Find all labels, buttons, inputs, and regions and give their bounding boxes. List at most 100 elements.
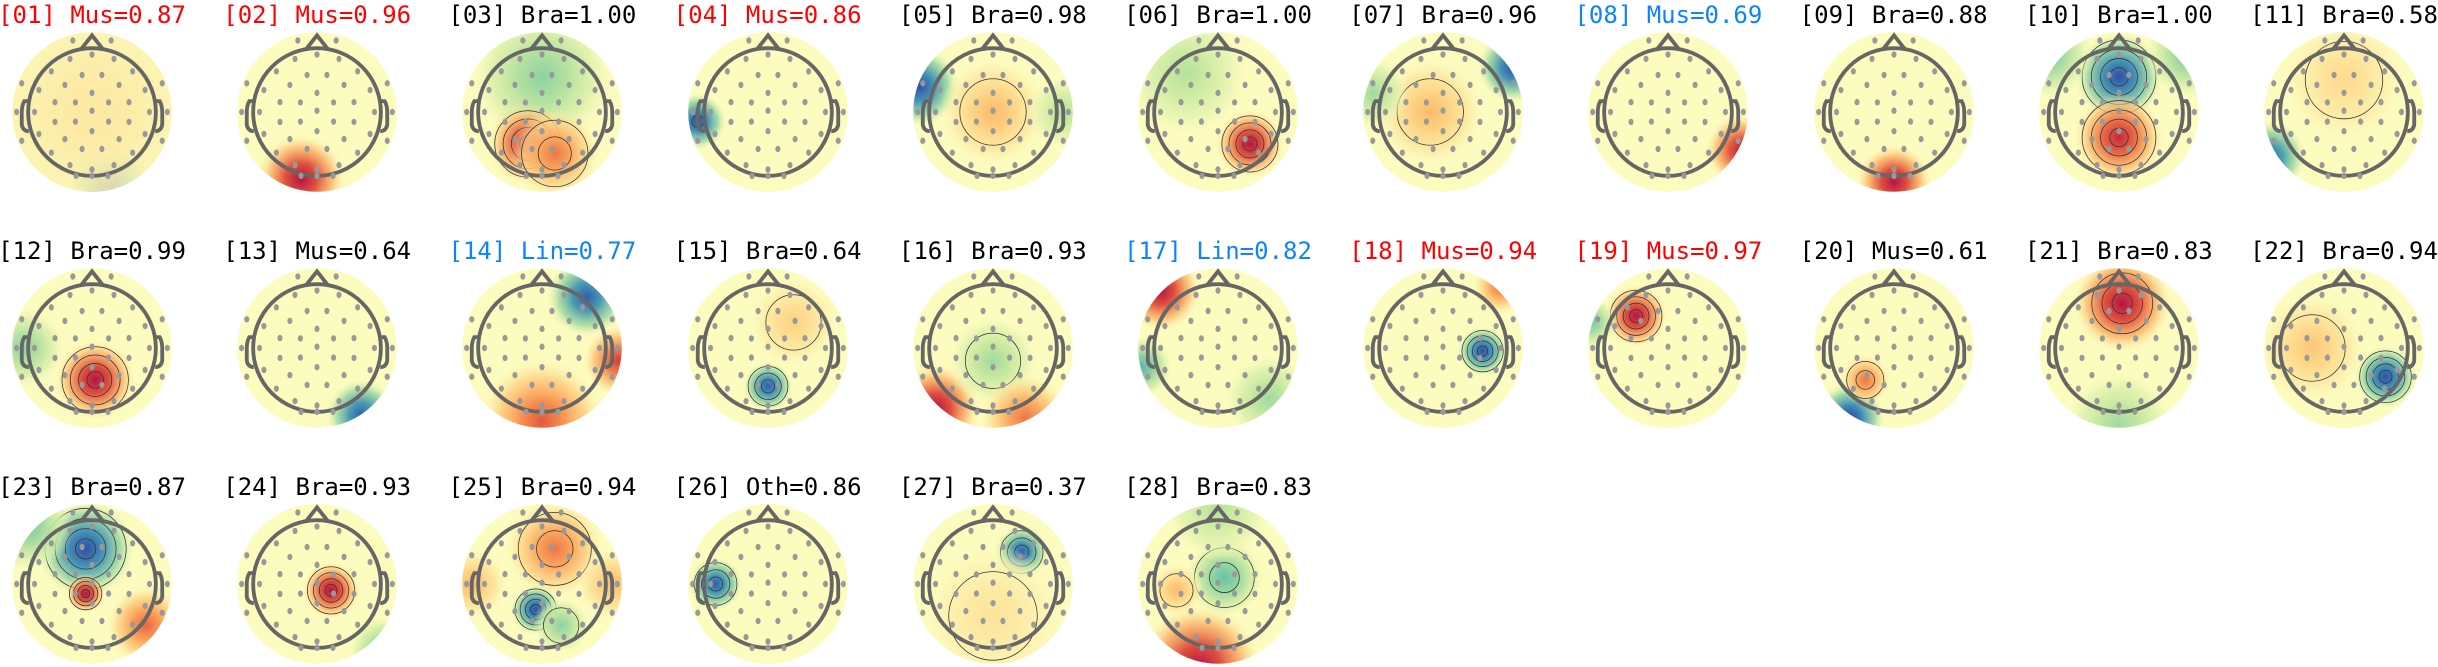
electrode-marker [520,509,526,516]
electrode-marker [749,172,755,180]
electrode-marker [261,602,267,610]
electrode-marker [1285,609,1291,616]
electrode-marker [164,344,170,352]
electrode-marker [1665,343,1671,350]
topomap-08: [08] Mus=0.69 [1555,0,1781,195]
electrode-marker [2324,99,2330,106]
electrode-marker [2300,385,2306,392]
electrode-marker [556,335,562,342]
electrode-marker [2341,89,2347,97]
electrode-marker [2368,81,2374,89]
electrode-marker [2132,335,2138,342]
electrode-marker [1625,304,1631,311]
electrode-marker [2351,71,2357,79]
topomap-17: [17] Lin=0.82 [1105,236,1331,431]
electrode-marker [737,81,744,89]
left-ear-icon [695,99,705,134]
electrode-marker [802,118,808,126]
electrode-marker [1047,580,1053,588]
right-ear-icon [1731,99,1741,134]
electrode-marker [1692,135,1699,143]
electrode-marker [805,149,811,156]
topomap-plot [1138,504,1298,664]
electrode-marker [106,118,112,125]
electrode-marker [953,118,959,126]
contour-line [765,294,822,351]
electrode-marker [298,408,304,416]
electrode-marker [539,172,545,180]
electrode-marker [566,135,573,143]
electrode-marker [1815,108,1821,116]
component-label: [18] Mus=0.94 [1349,237,1538,265]
electrode-marker [2288,366,2294,374]
electrode-marker [2126,71,2132,79]
electrode-marker [108,37,114,44]
electrode-marker [990,127,996,135]
electrode-marker [261,366,267,374]
electrode-marker [963,371,969,379]
electrode-marker [2304,354,2310,362]
electrode-marker [1232,571,1238,578]
nose-icon [980,32,1006,51]
electrode-marker [1467,317,1473,325]
electrode-marker [2079,118,2085,126]
electrode-marker [486,602,492,610]
electrode-marker [2368,317,2374,325]
electrode-marker [1638,317,1644,325]
electrode-marker [1047,108,1053,116]
electrode-marker [1440,402,1446,409]
electrode-marker [949,621,955,628]
electrode-marker [2368,135,2374,143]
electrode-marker [2357,408,2363,416]
electrode-marker [822,108,828,116]
electrode-marker [2363,291,2369,299]
electrode-marker [62,317,68,325]
electrode-marker [372,344,378,352]
electrode-marker [523,571,529,578]
electrode-marker [19,316,25,323]
electrode-marker [711,130,718,138]
electrode-marker [724,304,730,311]
electrode-marker [1027,118,1033,126]
electrode-marker [314,523,320,530]
electrode-marker [72,335,78,342]
electrode-marker [1193,397,1199,405]
electrode-marker [1493,86,1499,94]
electrode-marker [1459,37,1465,44]
component-label: [19] Mus=0.97 [1574,237,1763,265]
nose-icon [1881,268,1906,287]
electrode-marker [1910,273,1916,280]
electrode-marker [1215,172,1221,180]
electrode-marker [2116,127,2122,135]
electrode-marker [292,527,298,535]
electrode-marker [67,291,73,299]
electrode-marker [737,553,744,561]
electrode-marker [2283,108,2290,116]
electrode-marker [937,366,943,374]
electrode-marker [1833,108,1839,116]
electrode-marker [1706,385,1712,392]
electrode-marker [765,363,771,371]
electrode-marker [106,335,112,342]
electrode-marker [384,316,390,323]
electrode-marker [689,344,695,352]
electrode-marker [1655,71,1662,79]
electrode-marker [2138,291,2144,299]
electrode-marker [1065,108,1071,116]
electrode-marker [1871,273,1877,280]
electrode-marker [1365,344,1371,352]
electrode-marker [1424,335,1430,342]
electrode-marker [1252,354,1258,362]
electrode-marker [2116,287,2122,294]
electrode-marker [2266,108,2272,116]
electrode-marker [549,71,555,79]
electrode-marker [2351,381,2357,389]
electrode-marker [1948,108,1954,116]
electrode-marker [765,166,771,173]
electrode-marker [19,80,25,87]
electrode-marker [1918,371,1924,379]
electrode-marker [523,408,529,416]
electrode-marker [333,37,339,44]
electrode-marker [963,317,969,325]
electrode-marker [277,98,283,106]
